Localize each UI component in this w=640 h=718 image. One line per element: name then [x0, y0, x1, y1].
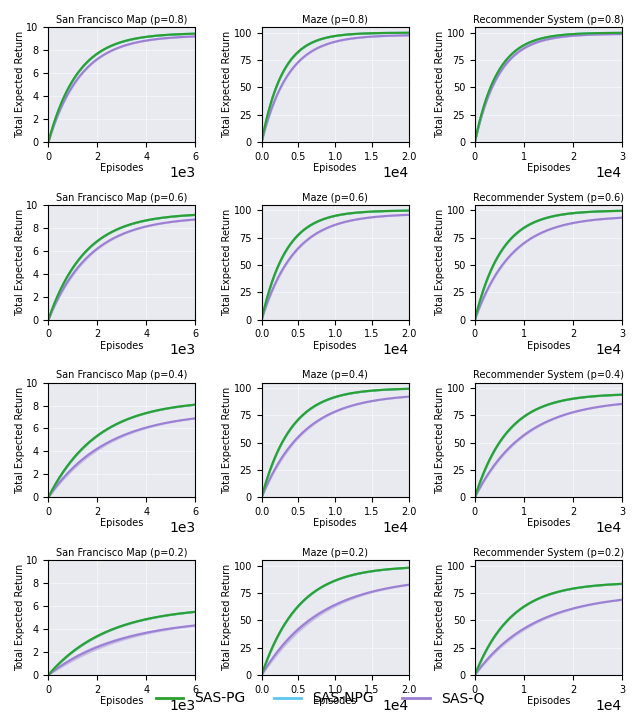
Title: San Francisco Map (p=0.6): San Francisco Map (p=0.6): [56, 192, 188, 202]
X-axis label: Episodes: Episodes: [314, 696, 357, 706]
Y-axis label: Total Expected Return: Total Expected Return: [222, 208, 232, 316]
X-axis label: Episodes: Episodes: [527, 340, 570, 350]
X-axis label: Episodes: Episodes: [527, 696, 570, 706]
Y-axis label: Total Expected Return: Total Expected Return: [435, 564, 445, 671]
Y-axis label: Total Expected Return: Total Expected Return: [222, 386, 232, 493]
Y-axis label: Total Expected Return: Total Expected Return: [435, 386, 445, 493]
X-axis label: Episodes: Episodes: [527, 163, 570, 173]
Title: Maze (p=0.6): Maze (p=0.6): [302, 192, 368, 202]
Y-axis label: Total Expected Return: Total Expected Return: [15, 208, 25, 316]
Y-axis label: Total Expected Return: Total Expected Return: [15, 386, 25, 493]
Title: Maze (p=0.8): Maze (p=0.8): [302, 15, 368, 25]
Title: Maze (p=0.2): Maze (p=0.2): [302, 548, 368, 558]
Title: San Francisco Map (p=0.4): San Francisco Map (p=0.4): [56, 370, 188, 381]
Title: Recommender System (p=0.8): Recommender System (p=0.8): [473, 15, 624, 25]
X-axis label: Episodes: Episodes: [314, 163, 357, 173]
Title: San Francisco Map (p=0.2): San Francisco Map (p=0.2): [56, 548, 188, 558]
X-axis label: Episodes: Episodes: [100, 518, 143, 528]
X-axis label: Episodes: Episodes: [100, 696, 143, 706]
Y-axis label: Total Expected Return: Total Expected Return: [435, 208, 445, 316]
X-axis label: Episodes: Episodes: [100, 340, 143, 350]
X-axis label: Episodes: Episodes: [527, 518, 570, 528]
Y-axis label: Total Expected Return: Total Expected Return: [15, 564, 25, 671]
Y-axis label: Total Expected Return: Total Expected Return: [222, 31, 232, 138]
Title: Recommender System (p=0.6): Recommender System (p=0.6): [473, 192, 624, 202]
X-axis label: Episodes: Episodes: [314, 518, 357, 528]
X-axis label: Episodes: Episodes: [100, 163, 143, 173]
Legend: SAS-PG, SAS-NPG, SAS-Q: SAS-PG, SAS-NPG, SAS-Q: [150, 686, 490, 711]
Title: Maze (p=0.4): Maze (p=0.4): [302, 370, 368, 381]
X-axis label: Episodes: Episodes: [314, 340, 357, 350]
Y-axis label: Total Expected Return: Total Expected Return: [435, 31, 445, 138]
Title: Recommender System (p=0.2): Recommender System (p=0.2): [473, 548, 624, 558]
Y-axis label: Total Expected Return: Total Expected Return: [222, 564, 232, 671]
Y-axis label: Total Expected Return: Total Expected Return: [15, 31, 25, 138]
Title: Recommender System (p=0.4): Recommender System (p=0.4): [473, 370, 624, 381]
Title: San Francisco Map (p=0.8): San Francisco Map (p=0.8): [56, 15, 188, 25]
